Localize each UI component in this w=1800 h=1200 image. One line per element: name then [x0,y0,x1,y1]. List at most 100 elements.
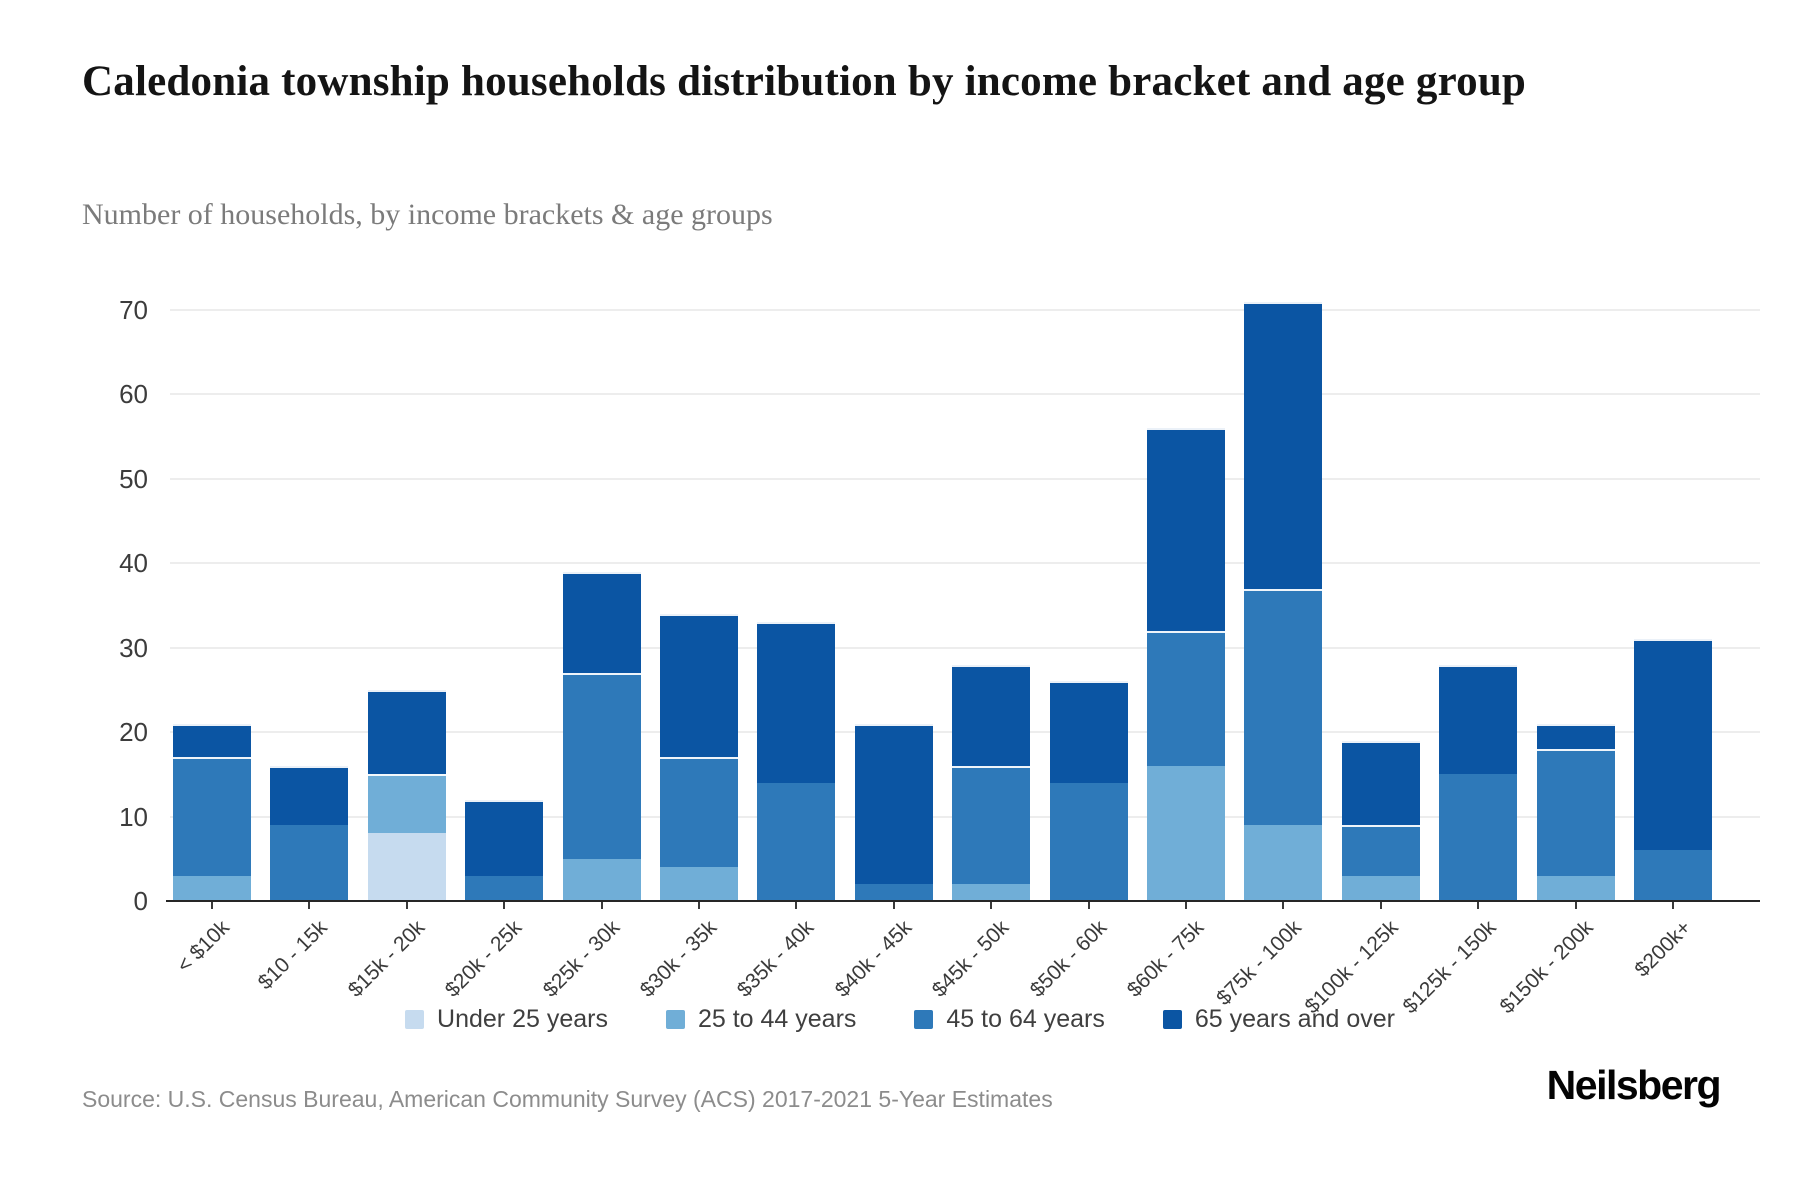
bar-segment-45-to-64-years [1634,850,1712,901]
x-axis-tick [600,902,603,909]
x-axis-tick [503,902,506,909]
x-axis-tick-label: $15k - 20k [343,916,430,1002]
bar-column [562,571,641,901]
gridline-70 [170,308,1760,311]
bar-segment-25-to-44-years [367,774,446,834]
bar-segment-45-to-64-years [1049,782,1128,901]
bar-column [270,765,349,901]
x-axis-tick-label: $40k - 45k [830,916,917,1002]
bar-segment-65-years-and-over [1341,740,1420,825]
gridline-40 [170,562,1760,565]
x-axis-tick [1672,902,1674,909]
bar-column [1536,723,1615,901]
bar-segment-25-to-44-years [1244,825,1323,901]
gridline-60 [170,393,1760,396]
bar-segment-45-to-64-years [270,825,349,901]
bar-column [1439,664,1518,901]
bar-column [1147,428,1225,901]
bar-segment-65-years-and-over [1536,723,1615,750]
y-axis-tick-label: 10 [119,801,148,832]
x-axis-tick [1379,902,1382,909]
gridline-30 [170,646,1760,649]
x-axis-tick-label: $10 - 15k [253,916,332,995]
y-axis-tick-label: 20 [119,717,148,748]
x-axis-tick-label: $200k+ [1629,916,1696,982]
x-axis-tick [211,902,213,909]
x-axis-tick-label: $25k - 30k [538,916,624,1002]
bar-column [173,723,251,901]
bar-segment-65-years-and-over [952,664,1031,766]
legend-swatch [914,1010,934,1029]
bar-segment-45-to-64-years [757,782,836,901]
x-axis-tick-label: $45k - 50k [927,916,1014,1002]
bar-segment-65-years-and-over [1049,681,1128,783]
x-axis-tick-label: $30k - 35k [635,916,722,1002]
bar-segment-45-to-64-years [1244,588,1323,825]
x-axis-tick [1477,902,1480,909]
bar-column [1341,740,1420,901]
bar-segment-45-to-64-years [465,875,544,901]
y-axis-tick-label: 50 [119,463,148,494]
bar-segment-65-years-and-over [465,799,544,876]
legend-item-25-to-44-years: 25 to 44 years [665,1005,857,1034]
bar-segment-65-years-and-over [1147,428,1225,631]
y-axis-tick-label: 60 [119,379,148,410]
x-axis-line [166,900,1760,902]
x-axis-tick [698,902,700,909]
bar-segment-65-years-and-over [660,613,738,758]
x-axis-tick [405,902,408,909]
bar-segment-65-years-and-over [1439,664,1518,775]
bar-column [1634,639,1712,901]
bar-segment-25-to-44-years [952,884,1031,901]
bar-segment-65-years-and-over [1634,639,1712,851]
legend-label: 65 years and over [1194,1005,1395,1033]
x-axis-tick [1574,902,1577,909]
bar-segment-65-years-and-over [173,723,251,758]
page-title: Caledonia township households distributi… [82,58,1527,105]
page-subtitle: Number of households, by income brackets… [82,198,773,231]
bar-column [757,622,836,901]
bar-column [854,723,933,901]
bar-segment-25-to-44-years [173,875,251,901]
x-axis-tick [1185,902,1187,909]
y-axis-tick-label: 0 [133,886,148,916]
bar-column [660,613,738,901]
y-axis-tick-label: 40 [119,548,148,579]
x-axis-tick [308,902,311,909]
x-axis-tick-label: $50k - 60k [1025,916,1111,1002]
legend-swatch [405,1010,425,1029]
bar-segment-65-years-and-over [367,689,446,775]
bar-segment-45-to-64-years [952,765,1031,885]
bar-segment-65-years-and-over [854,723,933,885]
legend-item-45-to-64-years: 45 to 64 years [914,1005,1105,1034]
bar-segment-45-to-64-years [1439,774,1518,901]
bar-column [465,799,544,901]
legend-label: Under 25 years [437,1005,608,1033]
bar-segment-65-years-and-over [757,622,836,783]
bar-column [1244,301,1323,901]
legend-label: 25 to 44 years [697,1005,857,1033]
x-axis-tick-label: $125k - 150k [1398,916,1501,1019]
bar-segment-25-to-44-years [1341,875,1420,901]
x-axis-tick-label: $75k - 100k [1211,916,1306,1010]
x-axis-tick [795,902,798,909]
x-axis-tick-label: $150k - 200k [1495,916,1598,1019]
bar-segment-25-to-44-years [562,858,641,901]
bar-segment-45-to-64-years [173,757,251,876]
y-axis-tick-label: 30 [119,632,148,663]
bar-segment-65-years-and-over [562,571,641,674]
bar-segment-65-years-and-over [270,765,349,825]
bar-segment-25-to-44-years [1536,875,1615,901]
gridline-50 [170,477,1760,480]
legend-item-under-25-years: Under 25 years [405,1005,608,1034]
x-axis-tick-label: $20k - 25k [440,916,527,1002]
legend-swatch [665,1010,685,1029]
bar-column [1049,681,1128,901]
bar-column [367,689,446,901]
bar-segment-65-years-and-over [1244,301,1323,589]
x-axis-tick [990,902,993,909]
bar-segment-45-to-64-years [1147,630,1225,766]
neilsberg-logo: Neilsberg [1546,1062,1722,1108]
bar-column [952,664,1031,901]
